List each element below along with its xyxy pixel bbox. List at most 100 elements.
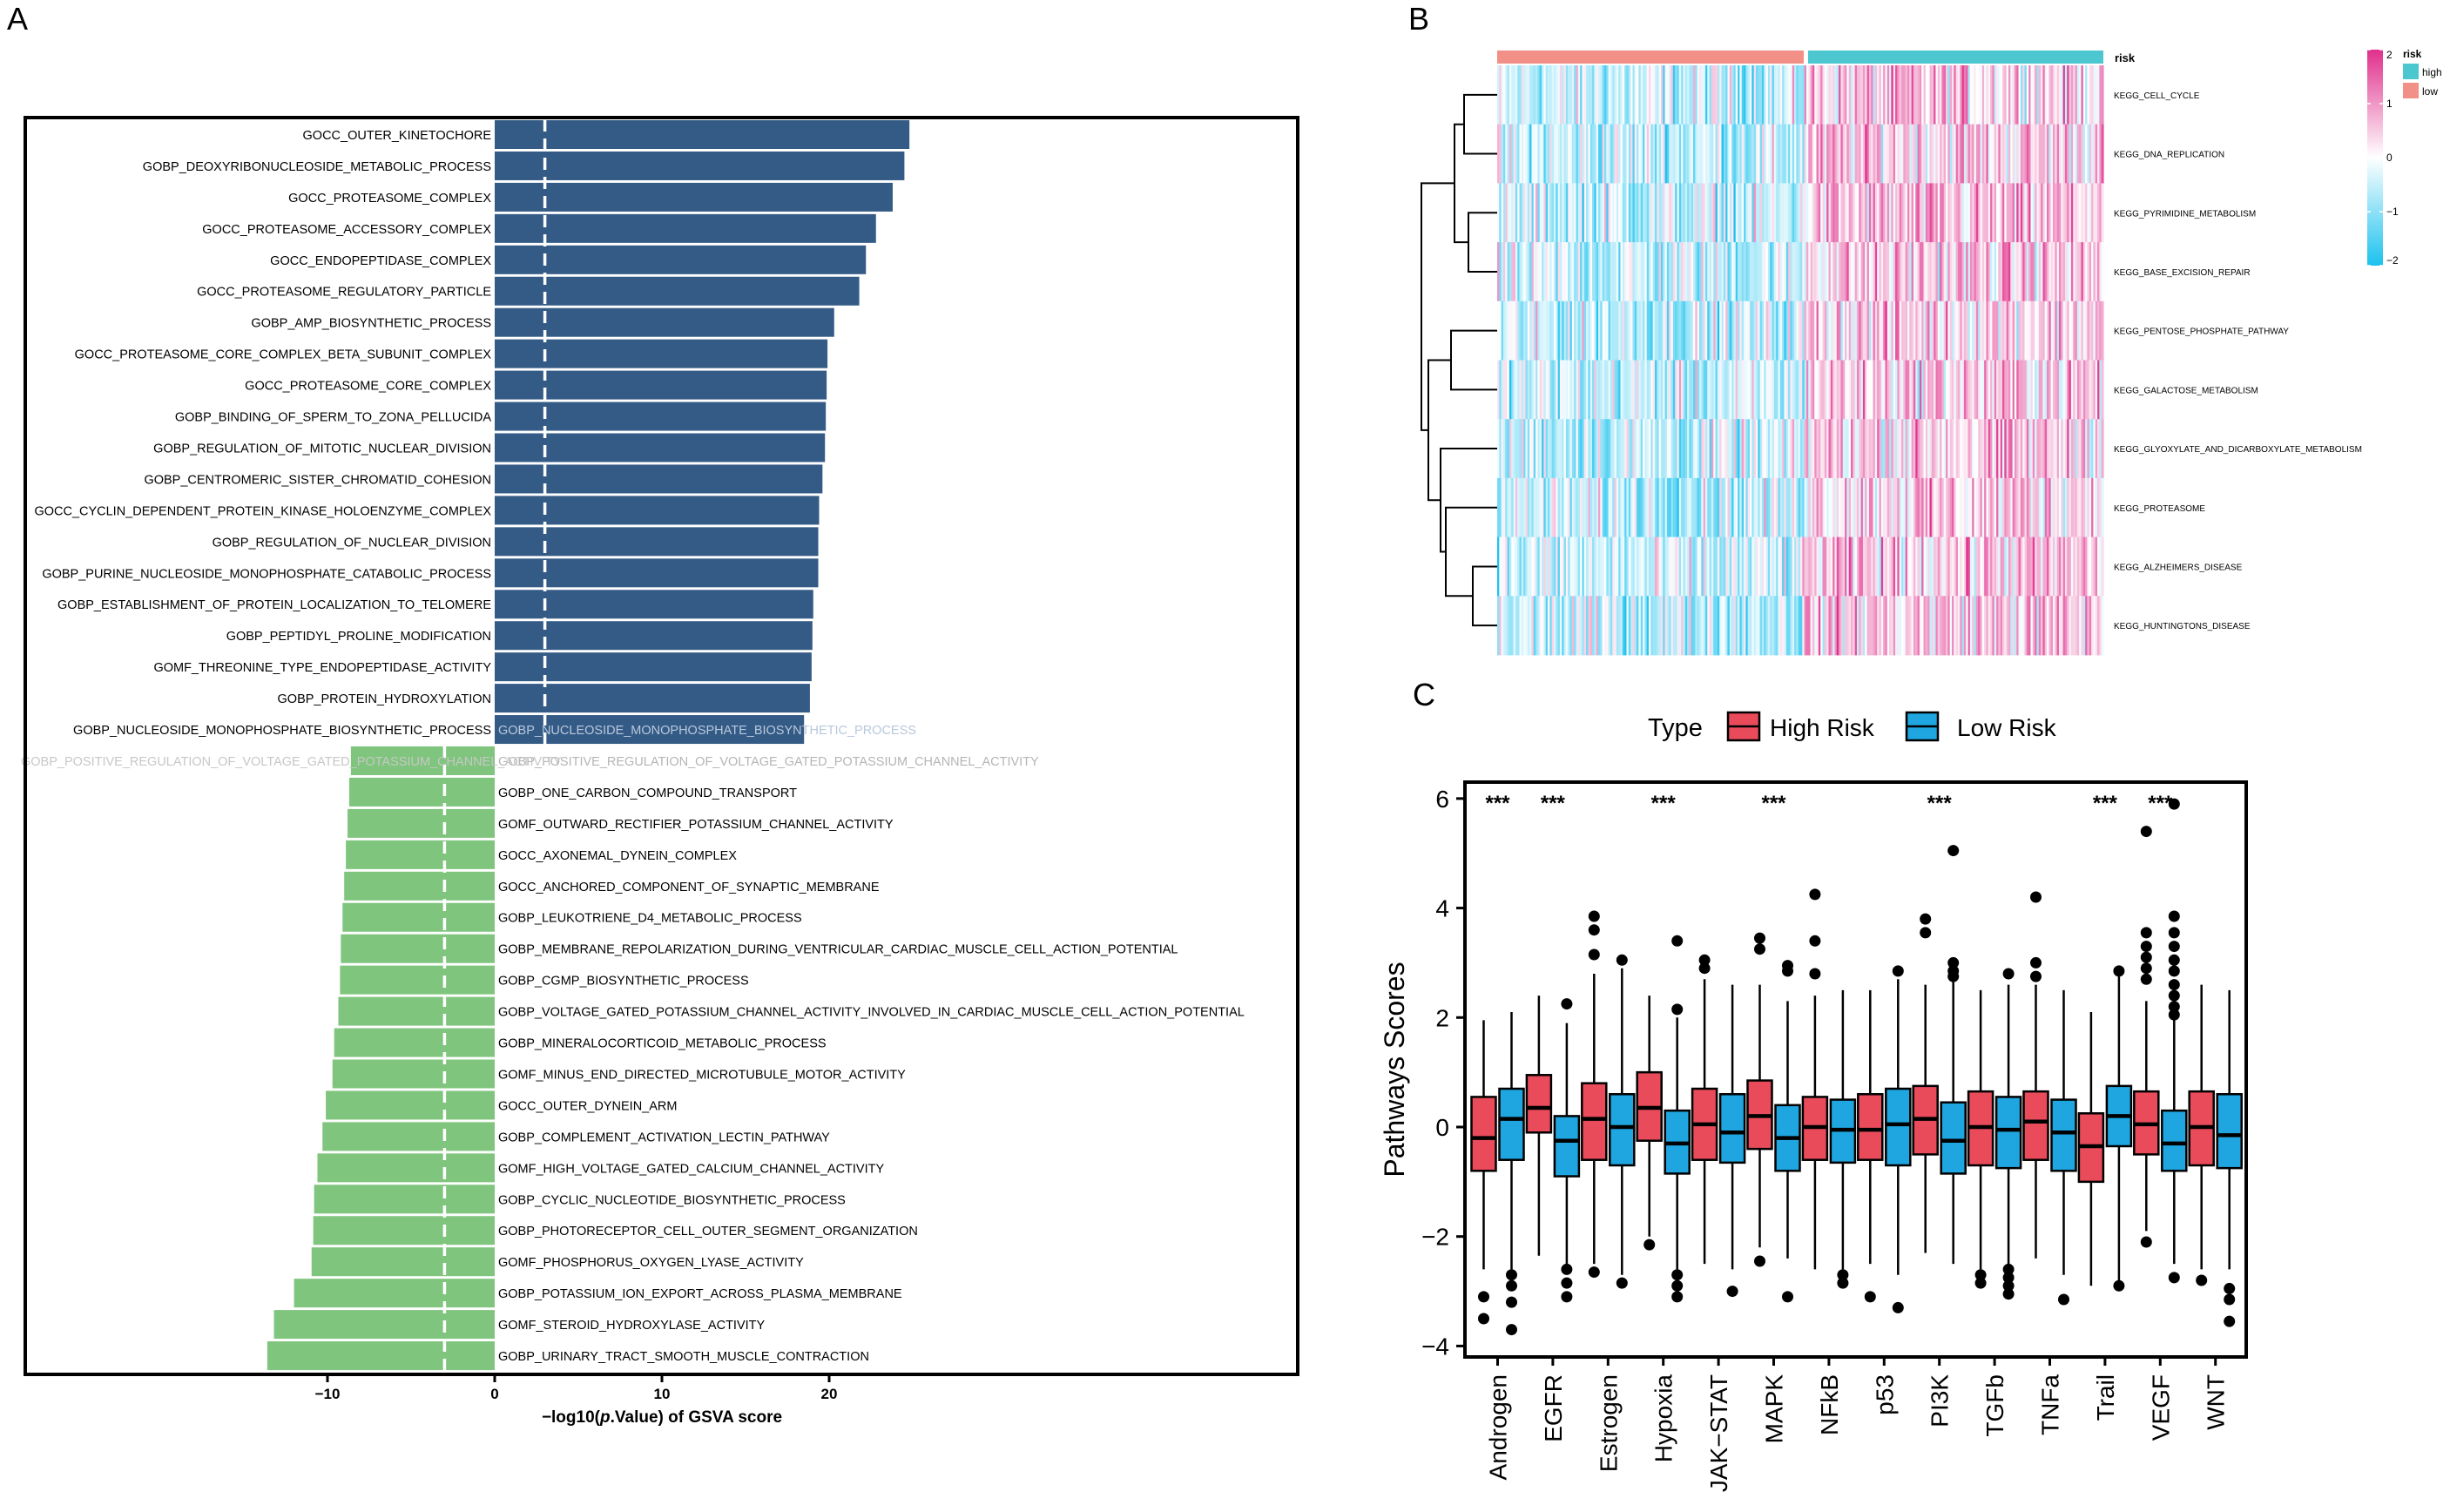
heatmap-cell bbox=[1764, 300, 1767, 361]
heatmap-cell bbox=[1808, 65, 1812, 125]
gsva-bar bbox=[495, 464, 823, 494]
heatmap-cell bbox=[1802, 477, 1805, 537]
heatmap-cell bbox=[2085, 477, 2089, 537]
heatmap-cell bbox=[1592, 537, 1595, 597]
heatmap-cell bbox=[2101, 300, 2104, 361]
heatmap-cell bbox=[1822, 360, 1826, 420]
heatmap-cell bbox=[1687, 300, 1690, 361]
heatmap-cell bbox=[1513, 183, 1516, 243]
heatmap-cell bbox=[2061, 300, 2064, 361]
heatmap-cell bbox=[1525, 183, 1529, 243]
heatmap-cell bbox=[2079, 537, 2082, 597]
heatmap-cell bbox=[1689, 65, 1692, 125]
heatmap-cell bbox=[2008, 300, 2011, 361]
heatmap-cell bbox=[1980, 124, 1983, 184]
heatmap-cell bbox=[2082, 419, 2086, 479]
heatmap-cell bbox=[2075, 242, 2078, 302]
heatmap-cell bbox=[1927, 124, 1931, 184]
heatmap-cell bbox=[1622, 537, 1625, 597]
heatmap-cell bbox=[1846, 477, 1850, 537]
heatmap-cell bbox=[2022, 183, 2026, 243]
heatmap-cell bbox=[2050, 360, 2054, 420]
heatmap-cell bbox=[1794, 183, 1797, 243]
heatmap-cell bbox=[1812, 300, 1815, 361]
heatmap-cell bbox=[1660, 596, 1664, 656]
heatmap-cell bbox=[1824, 477, 1827, 537]
heatmap-cell bbox=[1729, 183, 1732, 243]
heatmap-cell bbox=[1818, 360, 1821, 420]
heatmap-cell bbox=[1608, 300, 1611, 361]
heatmap-cell bbox=[1531, 360, 1535, 420]
heatmap-cell bbox=[1842, 360, 1846, 420]
heatmap-cell bbox=[1836, 419, 1839, 479]
heatmap-cell bbox=[1499, 596, 1502, 656]
heatmap-cell bbox=[1946, 596, 1948, 656]
heatmap-cell bbox=[1539, 360, 1542, 420]
heatmap-cell bbox=[1497, 360, 1500, 420]
heatmap-cell bbox=[1672, 360, 1676, 420]
heatmap-cell bbox=[1703, 242, 1706, 302]
heatmap-cell bbox=[1565, 65, 1569, 125]
heatmap-cell bbox=[1856, 419, 1859, 479]
heatmap-cell bbox=[2079, 360, 2082, 420]
heatmap-cell bbox=[1610, 300, 1613, 361]
heatmap-cell bbox=[1669, 242, 1672, 302]
heatmap-cell bbox=[1586, 183, 1589, 243]
heatmap-cell bbox=[2093, 419, 2096, 479]
heatmap-cell bbox=[2024, 360, 2028, 420]
heatmap-cell bbox=[1553, 360, 1556, 420]
heatmap-cell bbox=[1895, 300, 1898, 361]
heatmap-cell bbox=[2012, 124, 2015, 184]
heatmap-cell bbox=[1650, 65, 1654, 125]
heatmap-cell bbox=[1913, 596, 1916, 656]
heatmap-cell bbox=[1535, 477, 1538, 537]
heatmap-cell bbox=[1693, 419, 1696, 479]
box-outlier bbox=[2002, 1288, 2015, 1300]
heatmap-cell bbox=[1596, 183, 1599, 243]
heatmap-cell bbox=[1545, 537, 1549, 597]
heatmap-cell bbox=[1657, 360, 1660, 420]
boxplot-x-tick-label: Hypoxia bbox=[1650, 1374, 1677, 1463]
box-iqr bbox=[1525, 1074, 1553, 1134]
heatmap-cell bbox=[1779, 183, 1783, 243]
heatmap-cell bbox=[1580, 124, 1583, 184]
heatmap-cell bbox=[1880, 419, 1884, 479]
heatmap-cell bbox=[1794, 477, 1797, 537]
heatmap-cell bbox=[1580, 596, 1583, 656]
heatmap-cell bbox=[1978, 183, 1981, 243]
heatmap-cell bbox=[1854, 65, 1858, 125]
heatmap-cell bbox=[1848, 242, 1852, 302]
heatmap-cell bbox=[1559, 477, 1562, 537]
heatmap-cell bbox=[1693, 300, 1696, 361]
heatmap-cell bbox=[2020, 300, 2023, 361]
heatmap-cell bbox=[1568, 477, 1571, 537]
heatmap-cell bbox=[1553, 124, 1556, 184]
heatmap-cell bbox=[1618, 360, 1622, 420]
heatmap-cell bbox=[2067, 477, 2070, 537]
heatmap-cell bbox=[1640, 419, 1643, 479]
heatmap-cell bbox=[1721, 360, 1724, 420]
heatmap-cell bbox=[1776, 419, 1779, 479]
heatmap-cell bbox=[1779, 360, 1783, 420]
heatmap-cell bbox=[1937, 360, 1940, 420]
heatmap-cell bbox=[1545, 124, 1549, 184]
heatmap-cell bbox=[1822, 419, 1826, 479]
heatmap-cell bbox=[1632, 183, 1636, 243]
heatmap-cell bbox=[1583, 477, 1587, 537]
heatmap-cell bbox=[1952, 360, 1954, 420]
heatmap-cell bbox=[1672, 477, 1676, 537]
heatmap-cell bbox=[1551, 65, 1555, 125]
boxplot-legend-title: Type bbox=[1648, 714, 1703, 742]
heatmap-cell bbox=[1957, 360, 1961, 420]
heatmap-cell bbox=[1992, 183, 1995, 243]
heatmap-cell bbox=[2048, 242, 2052, 302]
heatmap-cell bbox=[1957, 65, 1961, 125]
heatmap-cell bbox=[1934, 419, 1937, 479]
heatmap-cell bbox=[1744, 360, 1746, 420]
heatmap-cell bbox=[1957, 477, 1961, 537]
heatmap-cell bbox=[1614, 242, 1617, 302]
heatmap-cell bbox=[1802, 124, 1805, 184]
heatmap-cell bbox=[1505, 360, 1508, 420]
heatmap-cell bbox=[1866, 596, 1870, 656]
heatmap-cell bbox=[1784, 477, 1787, 537]
